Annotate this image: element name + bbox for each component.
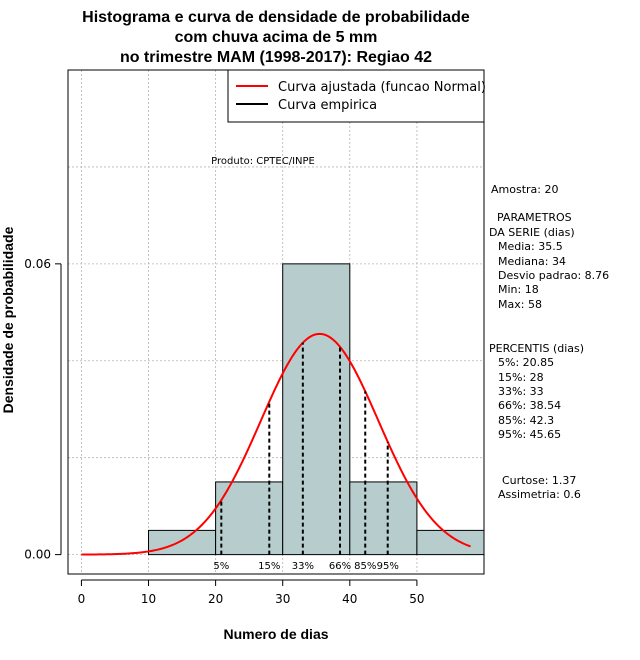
- stat-kurtosis: Curtose: 1.37: [502, 474, 576, 487]
- percentile-lines: 5% 15% 33% 66% 85% 95%: [213, 342, 399, 572]
- histogram-bar: [416, 529, 485, 556]
- histogram-bar: [349, 481, 418, 556]
- chart-title-line-1: Histograma e curva de densidade de proba…: [82, 9, 470, 26]
- x-tick-label: 10: [141, 592, 156, 606]
- percentile-85: 85%: 42.3: [498, 414, 554, 427]
- histogram-bar: [282, 263, 351, 556]
- y-tick-label: 0.06: [24, 257, 51, 271]
- percentile-15: 15%: 28: [498, 371, 544, 384]
- stat-min: Min: 18: [498, 283, 539, 296]
- histogram-bar: [215, 481, 284, 556]
- percentile-label: 33%: [292, 561, 314, 572]
- percentile-label: 95%: [377, 561, 399, 572]
- y-tick-label: 0.00: [24, 548, 51, 562]
- percentile-5: 5%: 20.85: [498, 356, 554, 369]
- histogram-bars: [148, 263, 485, 556]
- x-tick-label: 50: [409, 592, 424, 606]
- fitted-curve-layer: [81, 332, 471, 556]
- percentile-label: 5%: [213, 561, 229, 572]
- stat-median: Mediana: 34: [498, 255, 566, 268]
- stat-max: Max: 58: [498, 298, 542, 311]
- percentile-33: 33%: 33: [498, 385, 544, 398]
- percentile-66: 66%: 38.54: [498, 399, 561, 412]
- stat-mean: Media: 35.5: [498, 240, 563, 253]
- legend: Curva ajustada (funcao Normal) Curva emp…: [227, 69, 486, 123]
- parameters-header-1: PARAMETROS: [497, 211, 572, 224]
- percentile-label: 66%: [329, 561, 351, 572]
- product-annotation: Produto: CPTEC/INPE: [211, 156, 315, 167]
- percentile-label: 15%: [258, 561, 280, 572]
- x-tick-label: 40: [342, 592, 357, 606]
- legend-box: [227, 69, 485, 123]
- histogram-bar: [148, 529, 217, 556]
- statistics-panel: Amostra: 20 PARAMETROS DA SERIE (dias) M…: [489, 183, 609, 501]
- x-tick-label: 20: [208, 592, 223, 606]
- legend-label-fitted: Curva ajustada (funcao Normal): [278, 80, 486, 95]
- percentiles-header: PERCENTIS (dias): [489, 342, 584, 355]
- x-tick-label: 0: [78, 592, 86, 606]
- chart-title-line-2: com chuva acima de 5 mm: [175, 29, 378, 46]
- parameters-header-2: DA SERIE (dias): [489, 226, 575, 239]
- y-axis-title: Densidade de probabilidade: [0, 226, 16, 413]
- sample-size: Amostra: 20: [491, 183, 558, 196]
- percentile-label: 85%: [354, 561, 376, 572]
- legend-label-empirical: Curva empirica: [278, 98, 377, 113]
- fitted-normal-curve: [81, 332, 471, 556]
- axes: 0 10 20 30 40 50 0.00 0.06: [24, 257, 424, 606]
- percentile-95: 95%: 45.65: [498, 428, 561, 441]
- x-tick-label: 30: [275, 592, 290, 606]
- chart-title-line-3: no trimestre MAM (1998-2017): Regiao 42: [120, 49, 432, 66]
- stat-std-dev: Desvio padrao: 8.76: [498, 269, 609, 282]
- x-axis-title: Numero de dias: [223, 626, 328, 642]
- stat-skewness: Assimetria: 0.6: [498, 488, 581, 501]
